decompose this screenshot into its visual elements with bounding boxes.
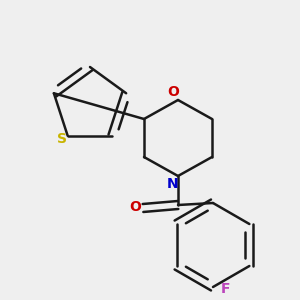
Text: F: F — [220, 282, 230, 296]
Text: S: S — [57, 132, 67, 146]
Text: O: O — [129, 200, 141, 214]
Text: N: N — [167, 177, 179, 191]
Text: O: O — [167, 85, 179, 99]
